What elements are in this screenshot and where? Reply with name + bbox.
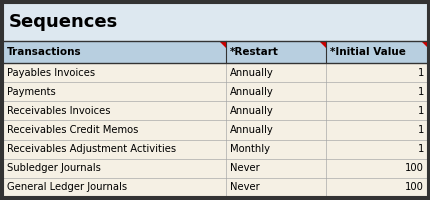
Text: Never: Never (230, 182, 259, 192)
Text: General Ledger Journals: General Ledger Journals (7, 182, 127, 192)
Bar (3, 120, 427, 140)
Text: *Restart: *Restart (230, 47, 278, 57)
Bar (3, 101, 427, 120)
Bar (3, 63, 427, 82)
Text: 1: 1 (417, 125, 423, 135)
Text: Annually: Annually (230, 125, 273, 135)
Polygon shape (218, 41, 226, 48)
Text: Sequences: Sequences (9, 13, 118, 31)
Bar (3, 41, 427, 63)
Text: Monthly: Monthly (230, 144, 270, 154)
Bar (3, 178, 427, 197)
Text: Payments: Payments (7, 87, 55, 97)
Text: 1: 1 (417, 106, 423, 116)
Text: Never: Never (230, 163, 259, 173)
Polygon shape (420, 41, 427, 48)
Text: Receivables Adjustment Activities: Receivables Adjustment Activities (7, 144, 176, 154)
Text: Transactions: Transactions (7, 47, 81, 57)
Text: Annually: Annually (230, 87, 273, 97)
Bar (3, 82, 427, 101)
Text: 100: 100 (404, 163, 423, 173)
Text: 1: 1 (417, 68, 423, 78)
Text: Payables Invoices: Payables Invoices (7, 68, 95, 78)
Text: Receivables Invoices: Receivables Invoices (7, 106, 110, 116)
Bar (3, 140, 427, 159)
Bar (3, 3, 427, 41)
Polygon shape (318, 41, 325, 48)
Text: 1: 1 (417, 87, 423, 97)
Bar (3, 159, 427, 178)
Text: Annually: Annually (230, 68, 273, 78)
Text: *Initial Value: *Initial Value (329, 47, 405, 57)
Text: 100: 100 (404, 182, 423, 192)
Text: 1: 1 (417, 144, 423, 154)
Text: Subledger Journals: Subledger Journals (7, 163, 101, 173)
Text: Receivables Credit Memos: Receivables Credit Memos (7, 125, 138, 135)
Text: Annually: Annually (230, 106, 273, 116)
